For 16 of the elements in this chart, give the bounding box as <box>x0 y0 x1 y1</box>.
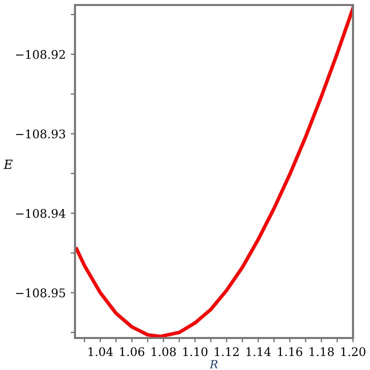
y-tick-label: −108.95 <box>16 288 66 298</box>
line-series <box>75 6 353 338</box>
x-tick-label: 1.18 <box>310 347 334 356</box>
x-axis-title: R <box>210 360 218 368</box>
x-tick-label: 1.10 <box>183 347 208 356</box>
y-axis-title: E <box>4 160 13 169</box>
x-tick-label: 1.14 <box>246 347 271 356</box>
x-tick-label: 1.16 <box>278 347 302 356</box>
y-tick-label: −108.92 <box>16 50 65 59</box>
x-tick-label: 1.06 <box>120 347 144 356</box>
x-tick-label: 1.08 <box>152 347 176 356</box>
y-tick-label: −108.94 <box>16 208 66 218</box>
y-tick-label: −108.93 <box>16 129 66 138</box>
x-tick-label: 1.20 <box>341 347 366 356</box>
x-tick-label: 1.12 <box>214 347 239 356</box>
x-tick-label: 1.04 <box>88 347 113 356</box>
